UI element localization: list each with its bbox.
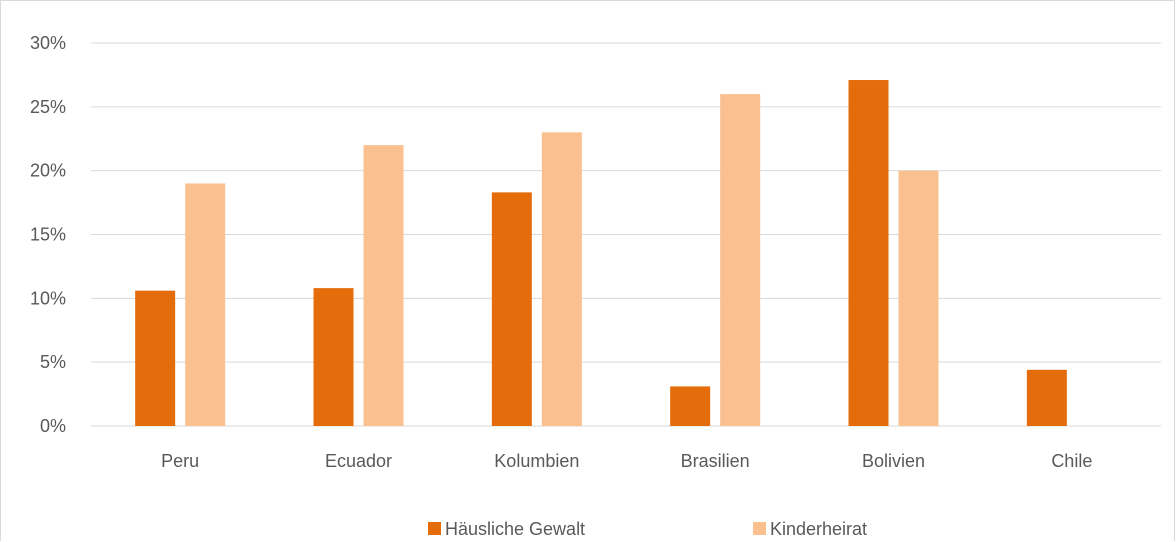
y-tick-label: 0% — [40, 416, 66, 436]
bars — [135, 80, 1067, 427]
legend: Häusliche Gewalt Kinderheirat — [428, 519, 867, 539]
x-tick-label: Peru — [161, 451, 199, 471]
bar-kinderheirat-ecuador — [363, 145, 404, 426]
y-tick-label: 15% — [30, 225, 66, 245]
y-tick-label: 30% — [30, 33, 66, 53]
bar-haeusliche-gewalt-brasilien — [670, 386, 711, 426]
x-tick-label: Brasilien — [681, 451, 750, 471]
x-tick-label: Ecuador — [325, 451, 392, 471]
bar-haeusliche-gewalt-peru — [135, 290, 176, 426]
legend-label: Häusliche Gewalt — [445, 519, 585, 539]
y-tick-label: 20% — [30, 161, 66, 181]
x-tick-label: Chile — [1051, 451, 1092, 471]
bar-kinderheirat-peru — [185, 183, 226, 426]
y-tick-label: 25% — [30, 97, 66, 117]
y-tick-label: 5% — [40, 352, 66, 372]
legend-label: Kinderheirat — [770, 519, 867, 539]
x-tick-label: Bolivien — [862, 451, 925, 471]
legend-swatch — [753, 522, 766, 535]
y-axis-ticks: 0% 5% 10% 15% 20% 25% 30% — [30, 33, 66, 436]
y-tick-label: 10% — [30, 288, 66, 308]
x-axis-ticks: Peru Ecuador Kolumbien Brasilien Bolivien Chi… — [161, 451, 1092, 471]
legend-swatch — [428, 522, 441, 535]
bar-haeusliche-gewalt-bolivien — [848, 80, 889, 427]
gridlines — [91, 42, 1161, 427]
bar-haeusliche-gewalt-ecuador — [313, 288, 354, 426]
bar-kinderheirat-brasilien — [720, 94, 761, 427]
x-tick-label: Kolumbien — [494, 451, 579, 471]
bar-haeusliche-gewalt-chile — [1026, 369, 1067, 426]
bar-kinderheirat-bolivien — [898, 170, 939, 426]
bar-kinderheirat-kolumbien — [541, 132, 582, 426]
bar-haeusliche-gewalt-kolumbien — [491, 192, 532, 426]
